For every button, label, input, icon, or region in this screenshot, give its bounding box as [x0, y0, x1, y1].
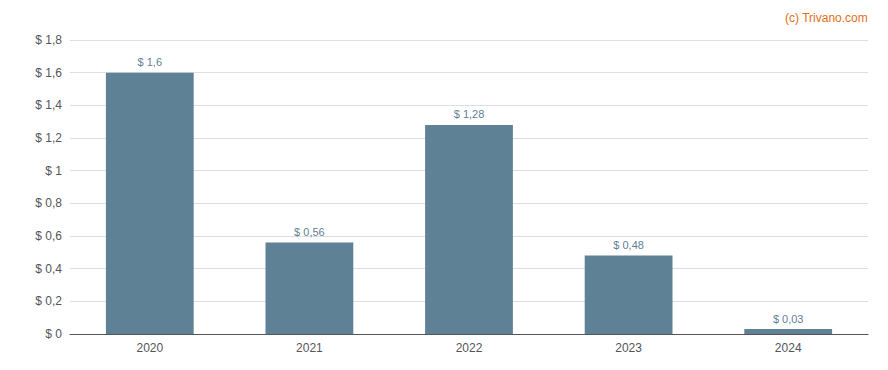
svg-text:$ 0,6: $ 0,6 — [35, 229, 62, 243]
svg-text:2020: 2020 — [136, 341, 163, 355]
svg-text:$ 0: $ 0 — [45, 327, 62, 341]
svg-text:$ 1,2: $ 1,2 — [35, 131, 62, 145]
svg-text:2024: 2024 — [775, 341, 802, 355]
svg-text:$ 1,8: $ 1,8 — [35, 33, 62, 47]
svg-text:$ 1,4: $ 1,4 — [35, 98, 62, 112]
svg-text:2023: 2023 — [615, 341, 642, 355]
svg-text:$ 0,4: $ 0,4 — [35, 262, 62, 276]
svg-text:2022: 2022 — [456, 341, 483, 355]
svg-text:$ 0,56: $ 0,56 — [294, 226, 325, 238]
svg-text:$ 0,2: $ 0,2 — [35, 294, 62, 308]
svg-text:(c) Trivano.com: (c) Trivano.com — [785, 11, 868, 25]
svg-text:2021: 2021 — [296, 341, 323, 355]
svg-text:$ 0,8: $ 0,8 — [35, 196, 62, 210]
svg-text:$ 1,6: $ 1,6 — [138, 56, 162, 68]
svg-text:$ 1,28: $ 1,28 — [454, 108, 485, 120]
svg-text:$ 1,6: $ 1,6 — [35, 66, 62, 80]
svg-text:$ 1: $ 1 — [45, 164, 62, 178]
svg-text:$ 0,03: $ 0,03 — [773, 313, 804, 325]
svg-text:$ 0,48: $ 0,48 — [613, 239, 644, 251]
